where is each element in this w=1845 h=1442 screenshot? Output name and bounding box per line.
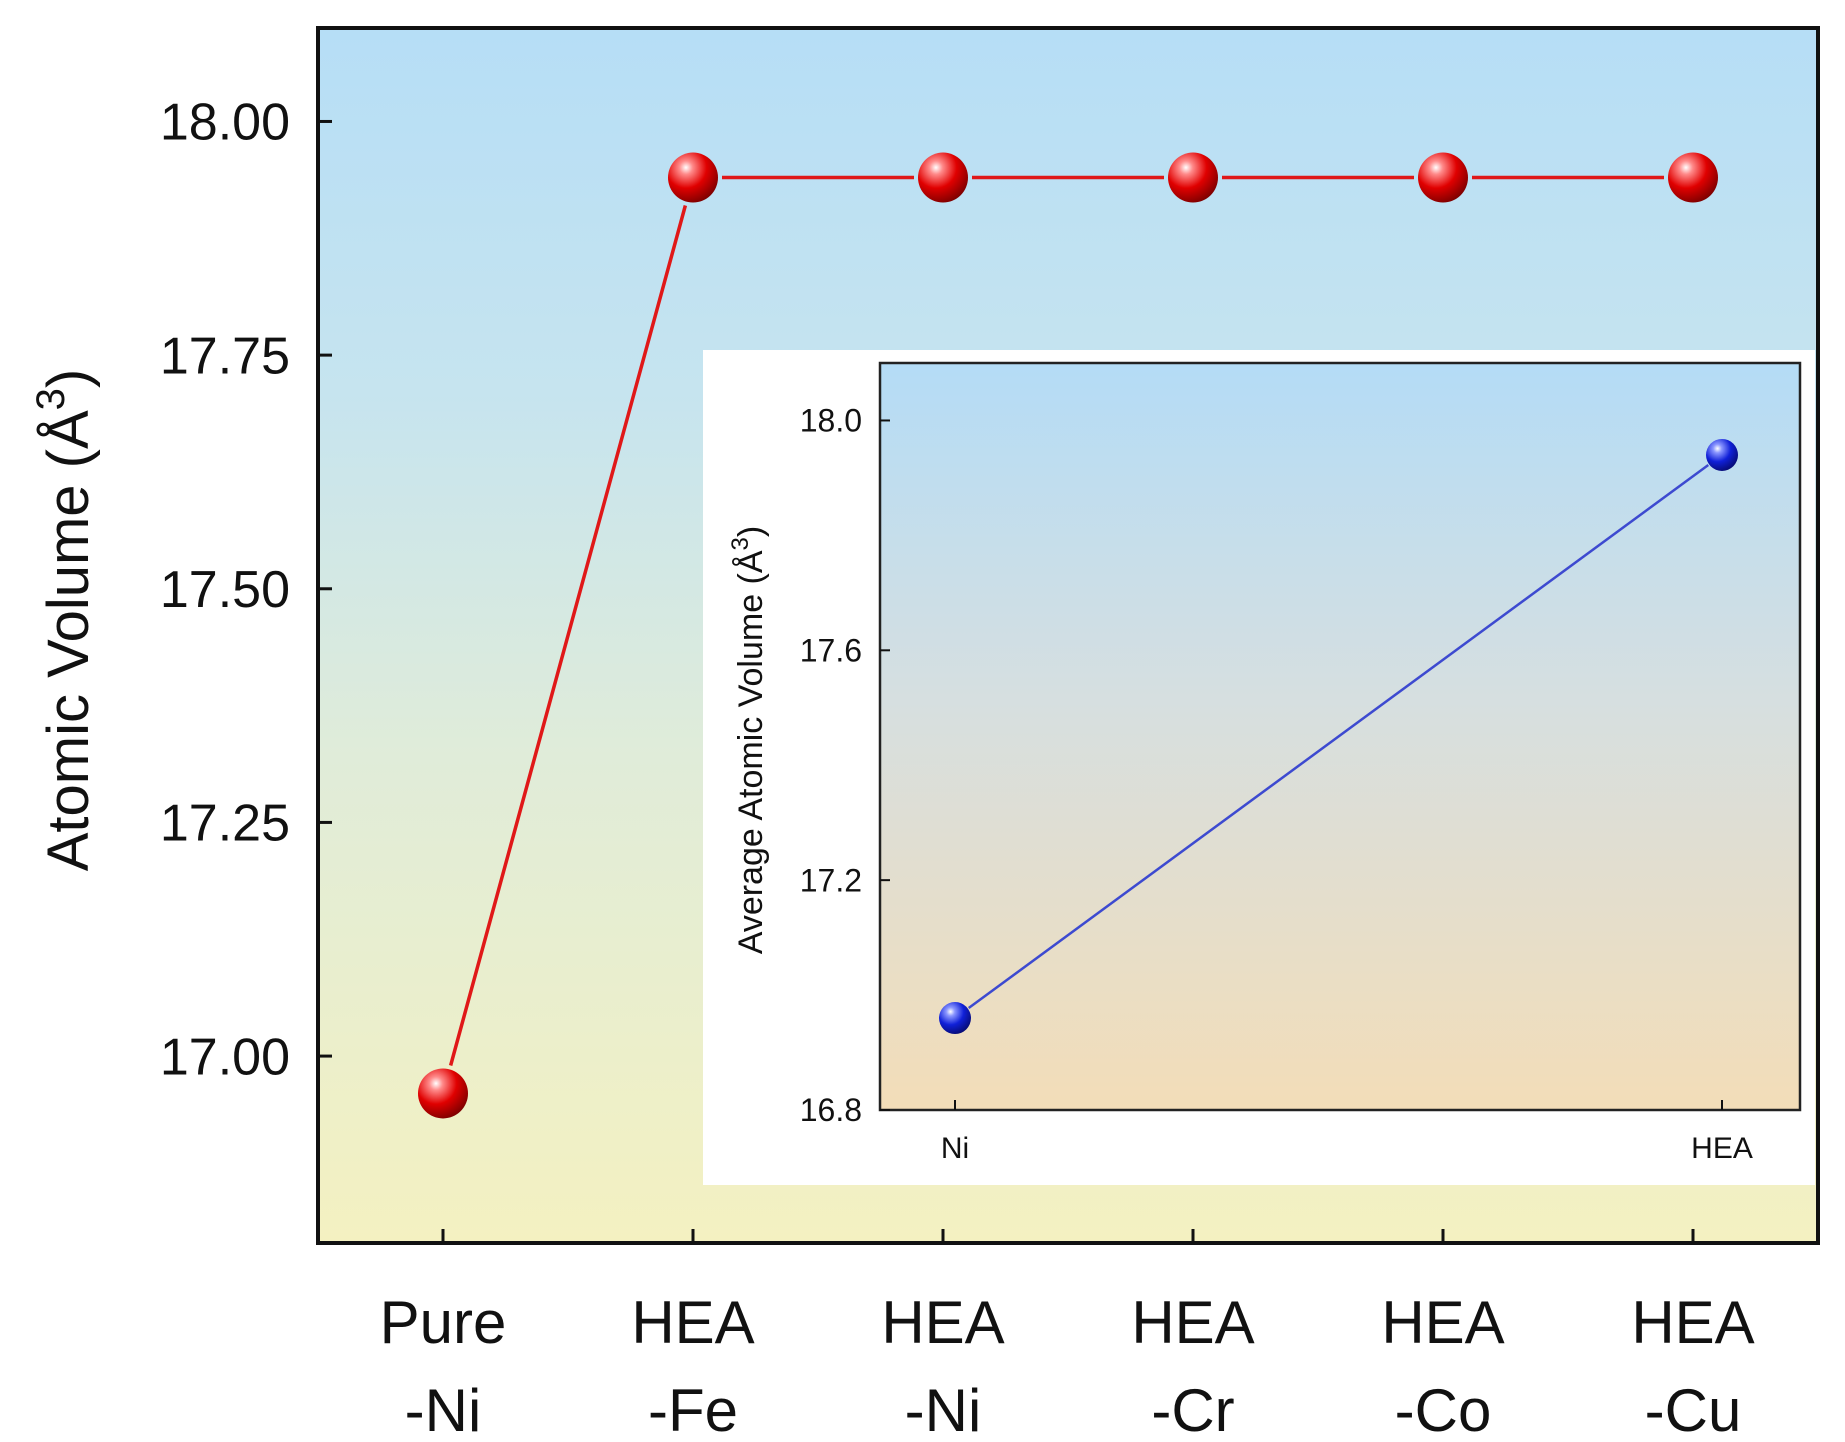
main-y-axis: 17.00 17.25 17.50 17.75 18.00 — [160, 94, 332, 1086]
main-x-tick-label: HEA — [1131, 1289, 1254, 1356]
main-x-tick-label: Pure — [380, 1289, 507, 1356]
main-y-tick-label: 17.00 — [160, 1028, 290, 1086]
main-x-tick-label: HEA — [1381, 1289, 1504, 1356]
main-data-point — [1168, 152, 1218, 203]
inset-plot-frame — [878, 361, 1802, 1112]
inset-y-axis-title: Average Atomic Volume (Å3) — [727, 526, 770, 955]
main-y-tick-label: 17.25 — [160, 795, 290, 853]
inset-y-tick-label: 17.6 — [800, 633, 862, 669]
main-y-tick-label: 17.75 — [160, 327, 290, 385]
main-x-tick-label: -Cu — [1645, 1377, 1742, 1442]
inset-y-axis: 16.8 17.2 17.6 18.0 — [800, 403, 890, 1128]
main-data-point — [918, 152, 968, 203]
inset-plot: 16.8 17.2 17.6 18.0 Ni HEA Average Atomic Vo… — [703, 350, 1815, 1185]
main-x-tick-label: -Co — [1395, 1377, 1492, 1442]
main-data-point — [418, 1068, 468, 1119]
main-data-point — [1418, 152, 1468, 203]
main-y-axis-title: Atomic Volume (Å3) — [29, 369, 101, 872]
inset-x-axis: Ni HEA — [941, 1100, 1753, 1165]
main-x-tick-label: HEA — [631, 1289, 754, 1356]
main-series-markers — [418, 152, 1718, 1119]
main-series-line — [448, 175, 1664, 1066]
main-x-tick-label: -Cr — [1151, 1377, 1234, 1442]
main-x-tick-label: HEA — [1631, 1289, 1754, 1356]
main-x-tick-label: -Ni — [405, 1377, 482, 1442]
main-y-tick-label: 18.00 — [160, 94, 290, 152]
main-x-axis: Pure -Ni HEA -Fe HEA -Ni HEA -Cr HEA -Co HEA -Cu — [380, 1229, 1755, 1442]
inset-x-tick-label: Ni — [941, 1132, 969, 1165]
inset-y-tick-label: 18.0 — [800, 403, 862, 439]
main-data-point — [1668, 152, 1718, 203]
inset-data-point — [1706, 438, 1738, 471]
inset-series-markers — [939, 438, 1738, 1035]
main-plot-frame — [316, 26, 1820, 1245]
inset-y-tick-label: 16.8 — [800, 1092, 862, 1128]
main-x-tick-label: HEA — [881, 1289, 1004, 1356]
inset-x-tick-label: HEA — [1691, 1132, 1753, 1165]
main-x-tick-label: -Ni — [905, 1377, 982, 1442]
main-y-tick-label: 17.50 — [160, 561, 290, 619]
inset-y-tick-label: 17.2 — [800, 862, 862, 898]
main-data-point — [668, 152, 718, 203]
inset-line-segment — [967, 463, 1710, 1010]
inset-series-line — [967, 463, 1710, 1010]
main-x-tick-label: -Fe — [648, 1377, 738, 1442]
main-line-segment — [448, 205, 688, 1066]
inset-data-point — [939, 1002, 971, 1035]
